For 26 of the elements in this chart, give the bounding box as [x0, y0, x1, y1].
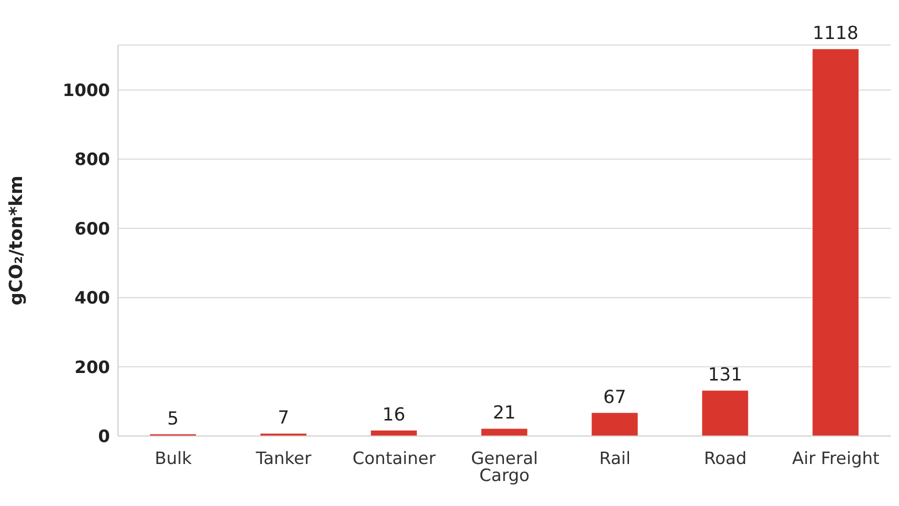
- data-label: 16: [382, 404, 406, 426]
- data-label: 21: [492, 402, 516, 424]
- bar: [592, 412, 638, 436]
- y-tick-label: 0: [98, 427, 110, 448]
- y-axis-title: gCO₂/ton*km: [6, 176, 27, 306]
- bar: [481, 428, 528, 436]
- x-tick-label: Container: [352, 449, 436, 470]
- data-label: 1118: [812, 23, 858, 44]
- bar: [812, 49, 859, 436]
- data-label: 5: [167, 408, 179, 430]
- x-tick-label: Air Freight: [792, 449, 880, 470]
- x-tick-label: Tanker: [254, 449, 312, 470]
- y-tick-label: 800: [74, 150, 110, 170]
- bar: [702, 390, 748, 436]
- y-tick-label: 600: [74, 219, 110, 240]
- y-tick-label: 400: [74, 288, 110, 309]
- y-tick-label: 1000: [62, 81, 110, 102]
- data-label: 131: [708, 364, 742, 386]
- data-label: 7: [278, 408, 290, 429]
- data-label: 67: [603, 386, 626, 408]
- bar: [370, 430, 417, 436]
- y-tick-label: 200: [74, 358, 110, 378]
- x-tick-label: General Cargo: [471, 449, 538, 486]
- x-tick-label: Bulk: [154, 449, 192, 470]
- x-tick-label: Road: [704, 449, 747, 470]
- x-tick-label: Rail: [599, 449, 631, 470]
